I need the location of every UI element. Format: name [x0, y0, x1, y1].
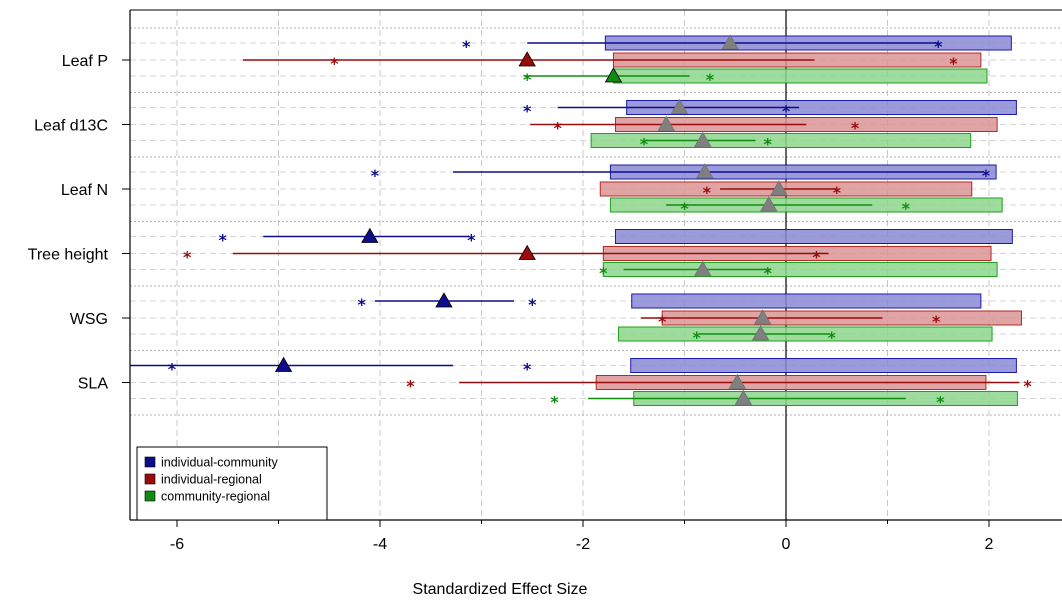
significance-star: * [827, 328, 836, 347]
legend: individual-community individual-regional c… [136, 446, 328, 521]
mean-triangle [760, 196, 778, 212]
significance-star: * [851, 119, 860, 138]
significance-star: * [782, 102, 791, 121]
legend-label: community-regional [161, 490, 270, 504]
mean-triangle [435, 292, 453, 308]
legend-label: individual-regional [161, 473, 262, 487]
significance-star: * [371, 166, 380, 185]
category-label: Leaf P [62, 53, 108, 70]
significance-star: * [934, 37, 943, 56]
interval-box [630, 358, 1017, 373]
significance-star: * [932, 312, 941, 331]
legend-box [136, 446, 328, 521]
significance-star: * [183, 248, 192, 267]
significance-star: * [462, 37, 471, 56]
legend-label: individual-community [161, 456, 278, 470]
significance-star: * [550, 393, 559, 412]
x-tick-label: -2 [576, 536, 590, 553]
legend-swatch [144, 473, 156, 485]
significance-star: * [168, 360, 177, 379]
x-tick-label: -6 [170, 536, 184, 553]
significance-star: * [523, 360, 532, 379]
x-axis-title: Standardized Effect Size [413, 581, 588, 598]
interval-box [631, 293, 982, 309]
mean-triangle [670, 98, 689, 114]
mean-triangle [518, 51, 536, 67]
significance-star: * [764, 264, 773, 283]
mean-triangle [696, 163, 714, 179]
significance-star: * [528, 295, 537, 314]
significance-star: * [523, 102, 532, 121]
significance-star: * [658, 312, 667, 331]
mean-triangle [361, 227, 379, 243]
significance-star: * [982, 166, 991, 185]
significance-star: * [330, 54, 339, 73]
significance-star: * [936, 393, 945, 412]
mean-triangle [770, 180, 788, 196]
category-label: Leaf d13C [34, 118, 108, 135]
mean-triangle [728, 373, 746, 389]
mean-triangle [753, 309, 772, 325]
significance-star: * [218, 231, 227, 250]
mean-triangle [734, 389, 753, 405]
significance-star: * [680, 199, 689, 218]
x-tick-label: 0 [782, 536, 791, 553]
significance-star: * [833, 183, 842, 202]
x-tick-label: 2 [985, 536, 994, 553]
significance-star: * [406, 377, 415, 396]
significance-star: * [523, 70, 532, 89]
significance-star: * [358, 295, 367, 314]
significance-star: * [467, 231, 476, 250]
mean-triangle [721, 34, 739, 50]
interval-box [590, 133, 972, 148]
significance-star: * [764, 135, 773, 154]
significance-star: * [812, 248, 821, 267]
category-label: Tree height [28, 247, 109, 264]
significance-star: * [599, 264, 608, 283]
significance-star: * [692, 328, 701, 347]
mean-triangle [694, 260, 712, 276]
significance-star: * [640, 135, 649, 154]
significance-star: * [949, 54, 958, 73]
x-tick-label: -4 [373, 536, 387, 553]
interval-box [614, 229, 1013, 244]
category-label: WSG [70, 311, 108, 328]
significance-star: * [902, 199, 911, 218]
mean-triangle [274, 356, 293, 372]
mean-triangle [694, 131, 712, 147]
category-label: SLA [78, 376, 109, 393]
mean-triangle [657, 115, 675, 131]
significance-star: * [703, 183, 712, 202]
category-label: Leaf N [61, 182, 108, 199]
mean-triangle [518, 244, 536, 260]
significance-star: * [1023, 377, 1032, 396]
significance-star: * [553, 119, 562, 138]
mean-and-star-markers: * * * * * * * * * * * * * * * * * * * * * * * * * * * * * * * * * * * * [168, 34, 1032, 412]
mean-triangle [604, 67, 623, 83]
legend-swatch [144, 490, 156, 502]
mean-triangle [751, 325, 770, 341]
significance-star: * [706, 70, 715, 89]
legend-swatch [144, 456, 156, 468]
